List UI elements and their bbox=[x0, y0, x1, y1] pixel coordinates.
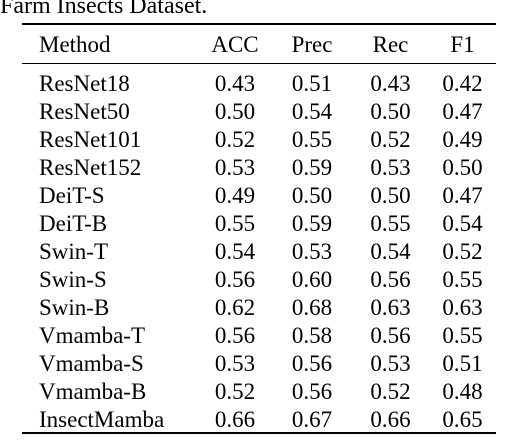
table-row: Vmamba-S 0.53 0.56 0.53 0.51 bbox=[22, 350, 496, 378]
method-name-cell: DeiT-B bbox=[39, 211, 108, 236]
method-name-cell: Swin-T bbox=[39, 239, 108, 264]
table-row: Swin-T 0.54 0.53 0.54 0.52 bbox=[22, 238, 496, 266]
table-caption: Farm Insects Dataset. bbox=[0, 0, 208, 19]
acc-value-cell: 0.52 bbox=[214, 379, 256, 404]
table-row: ResNet101 0.52 0.55 0.52 0.49 bbox=[22, 126, 496, 154]
header-row: Method ACC Prec Rec F1 bbox=[22, 27, 496, 63]
table-body: ResNet18 0.43 0.51 0.43 0.42 ResNet50 0.50 0.54… bbox=[22, 63, 496, 434]
rec-value-cell: 0.53 bbox=[370, 351, 411, 376]
acc-value-cell: 0.43 bbox=[214, 71, 256, 96]
method-name-cell: ResNet50 bbox=[39, 99, 130, 124]
table-row: ResNet18 0.43 0.51 0.43 0.42 bbox=[22, 63, 496, 98]
header-rec: Rec bbox=[372, 32, 409, 57]
rec-value-cell: 0.63 bbox=[370, 295, 411, 320]
acc-value-cell: 0.50 bbox=[214, 99, 256, 124]
prec-value-cell: 0.55 bbox=[291, 127, 333, 152]
acc-value-cell: 0.62 bbox=[214, 295, 256, 320]
f1-value-cell: 0.48 bbox=[442, 379, 483, 404]
prec-value-cell: 0.56 bbox=[291, 379, 333, 404]
f1-value-cell: 0.65 bbox=[442, 407, 483, 432]
table-header: Method ACC Prec Rec F1 bbox=[22, 27, 496, 63]
table-row: ResNet152 0.53 0.59 0.53 0.50 bbox=[22, 154, 496, 182]
rec-value-cell: 0.66 bbox=[370, 407, 411, 432]
table-row: InsectMamba 0.66 0.67 0.66 0.65 bbox=[22, 406, 496, 434]
method-name-cell: Swin-S bbox=[39, 267, 107, 292]
table-row: Vmamba-T 0.56 0.58 0.56 0.55 bbox=[22, 322, 496, 350]
acc-value-cell: 0.66 bbox=[214, 407, 256, 432]
acc-value-cell: 0.56 bbox=[214, 267, 256, 292]
f1-value-cell: 0.55 bbox=[442, 323, 483, 348]
method-name-cell: Vmamba-S bbox=[39, 351, 144, 376]
table-row: Swin-B 0.62 0.68 0.63 0.63 bbox=[22, 294, 496, 322]
header-prec: Prec bbox=[291, 32, 333, 57]
method-name-cell: ResNet101 bbox=[39, 127, 142, 152]
table-row: Vmamba-B 0.52 0.56 0.52 0.48 bbox=[22, 378, 496, 406]
prec-value-cell: 0.68 bbox=[291, 295, 333, 320]
prec-value-cell: 0.54 bbox=[291, 99, 333, 124]
acc-value-cell: 0.53 bbox=[214, 351, 256, 376]
method-name-cell: ResNet18 bbox=[39, 71, 130, 96]
table-row: DeiT-S 0.49 0.50 0.50 0.47 bbox=[22, 182, 496, 210]
prec-value-cell: 0.51 bbox=[291, 71, 333, 96]
header-acc: ACC bbox=[211, 32, 259, 57]
rec-value-cell: 0.52 bbox=[370, 127, 411, 152]
method-name-cell: Swin-B bbox=[39, 295, 110, 320]
header-method: Method bbox=[39, 32, 111, 57]
table-top-rule bbox=[22, 23, 496, 25]
method-name-cell: InsectMamba bbox=[39, 407, 165, 432]
rec-value-cell: 0.56 bbox=[370, 323, 411, 348]
method-name-cell: ResNet152 bbox=[39, 155, 142, 180]
prec-value-cell: 0.58 bbox=[291, 323, 333, 348]
acc-value-cell: 0.49 bbox=[214, 183, 256, 208]
acc-value-cell: 0.52 bbox=[214, 127, 256, 152]
rec-value-cell: 0.43 bbox=[370, 71, 411, 96]
results-table: Method ACC Prec Rec F1 ResNet18 0.43 0.51 0… bbox=[22, 27, 496, 434]
f1-value-cell: 0.54 bbox=[442, 211, 483, 236]
acc-value-cell: 0.54 bbox=[214, 239, 256, 264]
f1-value-cell: 0.49 bbox=[442, 127, 483, 152]
acc-value-cell: 0.55 bbox=[214, 211, 256, 236]
prec-value-cell: 0.50 bbox=[291, 183, 333, 208]
prec-value-cell: 0.60 bbox=[291, 267, 333, 292]
f1-value-cell: 0.47 bbox=[442, 99, 483, 124]
rec-value-cell: 0.54 bbox=[370, 239, 411, 264]
acc-value-cell: 0.53 bbox=[214, 155, 256, 180]
f1-value-cell: 0.52 bbox=[442, 239, 483, 264]
prec-value-cell: 0.53 bbox=[291, 239, 333, 264]
f1-value-cell: 0.51 bbox=[442, 351, 483, 376]
f1-value-cell: 0.63 bbox=[442, 295, 483, 320]
table-bottom-rule bbox=[22, 432, 496, 434]
rec-value-cell: 0.50 bbox=[370, 183, 411, 208]
prec-value-cell: 0.67 bbox=[291, 407, 333, 432]
header-f1: F1 bbox=[450, 32, 475, 57]
rec-value-cell: 0.50 bbox=[370, 99, 411, 124]
table-row: Swin-S 0.56 0.60 0.56 0.55 bbox=[22, 266, 496, 294]
rec-value-cell: 0.56 bbox=[370, 267, 411, 292]
table-row: DeiT-B 0.55 0.59 0.55 0.54 bbox=[22, 210, 496, 238]
prec-value-cell: 0.59 bbox=[291, 211, 333, 236]
rec-value-cell: 0.52 bbox=[370, 379, 411, 404]
f1-value-cell: 0.47 bbox=[442, 183, 483, 208]
method-name-cell: Vmamba-T bbox=[39, 323, 146, 348]
method-name-cell: DeiT-S bbox=[39, 183, 105, 208]
f1-value-cell: 0.50 bbox=[442, 155, 483, 180]
rec-value-cell: 0.55 bbox=[370, 211, 411, 236]
prec-value-cell: 0.56 bbox=[291, 351, 333, 376]
f1-value-cell: 0.42 bbox=[442, 71, 483, 96]
f1-value-cell: 0.55 bbox=[442, 267, 483, 292]
table-header-rule bbox=[22, 63, 496, 64]
method-name-cell: Vmamba-B bbox=[39, 379, 147, 404]
prec-value-cell: 0.59 bbox=[291, 155, 333, 180]
rec-value-cell: 0.53 bbox=[370, 155, 411, 180]
table-row: ResNet50 0.50 0.54 0.50 0.47 bbox=[22, 98, 496, 126]
acc-value-cell: 0.56 bbox=[214, 323, 256, 348]
